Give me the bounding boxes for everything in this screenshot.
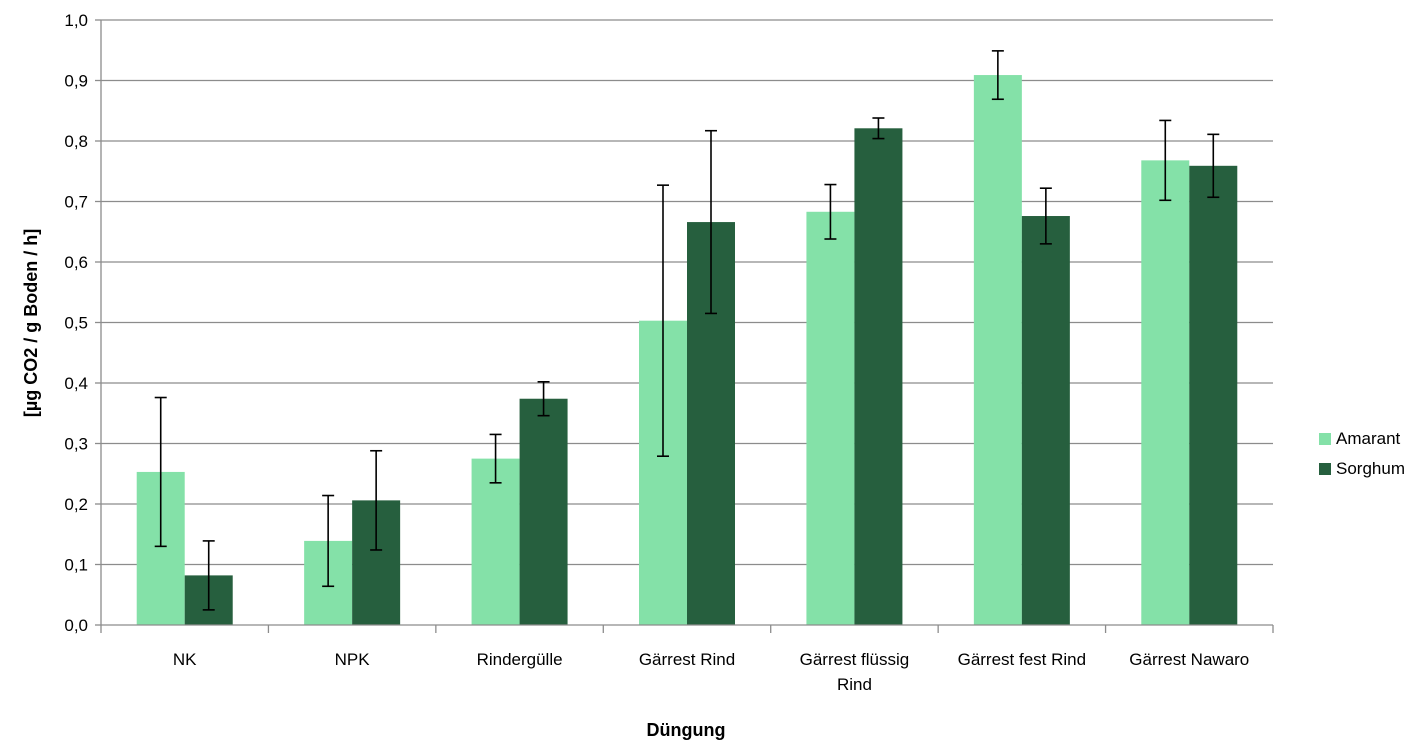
x-tick-label: NPK (335, 650, 371, 669)
error-bar (489, 433, 502, 484)
y-tick-label: 1,0 (64, 11, 88, 30)
error-bar (705, 129, 717, 315)
legend-item-sorghum: Sorghum (1319, 459, 1405, 478)
tick-labels: 0,0 0,1 0,2 0,3 0,4 0,5 0,6 0,7 0,8 0,9 1,0 NK NPK Ri… (64, 11, 1249, 694)
bar-amarant (1141, 160, 1190, 626)
y-tick-label: 0,9 (64, 72, 88, 91)
bar-amarant (471, 458, 520, 625)
bars (136, 75, 1238, 626)
error-bar (657, 184, 669, 458)
legend: Amarant Sorghum (1319, 429, 1405, 478)
legend-label: Amarant (1336, 429, 1401, 448)
error-bar (322, 494, 335, 588)
error-bar (872, 117, 885, 140)
error-bar (202, 540, 215, 611)
error-bar (1159, 119, 1172, 202)
x-tick-label: Gärrest Rind (639, 650, 735, 669)
bar-sorghum (854, 128, 903, 626)
y-tick-label: 0,1 (64, 556, 88, 575)
x-tick-label: Rindergülle (477, 650, 563, 669)
y-tick-label: 0,5 (64, 314, 88, 333)
x-tick-label: NK (173, 650, 197, 669)
error-bar (1039, 187, 1052, 245)
error-bar (154, 396, 167, 548)
legend-label: Sorghum (1336, 459, 1405, 478)
error-bars (154, 50, 1220, 611)
y-axis-title: [µg CO2 / g Boden / h] (21, 229, 41, 417)
x-tick-label: Rind (837, 675, 872, 694)
error-bar (824, 183, 837, 240)
error-bar (537, 380, 550, 417)
y-tick-label: 0,2 (64, 495, 88, 514)
y-tick-label: 0,0 (64, 616, 88, 635)
x-tick-label: Gärrest flüssig (800, 650, 910, 669)
legend-swatch (1319, 463, 1331, 475)
bar-amarant (973, 75, 1022, 626)
bar-sorghum (519, 398, 568, 625)
y-tick-label: 0,6 (64, 253, 88, 272)
error-bar (1207, 133, 1220, 199)
y-tick-label: 0,7 (64, 193, 88, 212)
y-tick-label: 0,3 (64, 435, 88, 454)
error-bar (370, 449, 383, 551)
y-tick-label: 0,4 (64, 374, 88, 393)
bar-amarant (806, 211, 855, 625)
x-tick-label: Gärrest Nawaro (1129, 650, 1249, 669)
x-axis-title: Düngung (647, 720, 726, 740)
axes (95, 19, 1274, 633)
y-tick-label: 0,8 (64, 132, 88, 151)
legend-item-amarant: Amarant (1319, 429, 1401, 448)
legend-swatch (1319, 433, 1331, 445)
x-tick-label: Gärrest fest Rind (958, 650, 1087, 669)
error-bar (991, 50, 1004, 101)
bar-sorghum (1189, 165, 1238, 625)
bar-sorghum (1021, 216, 1070, 625)
